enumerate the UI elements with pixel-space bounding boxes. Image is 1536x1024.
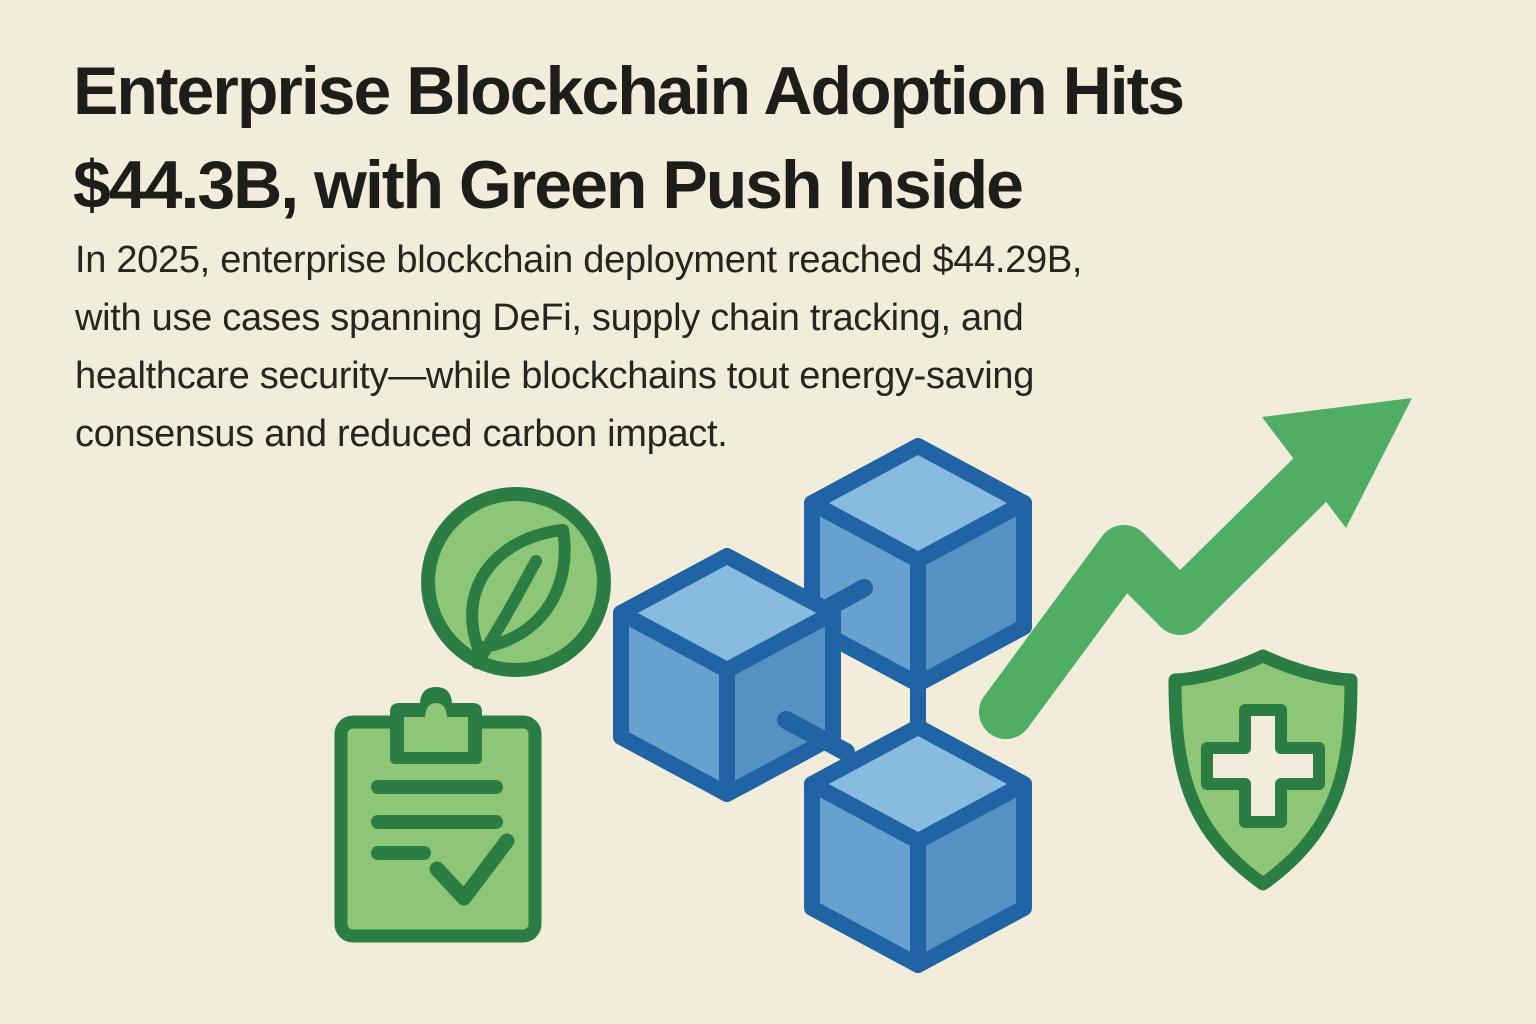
cube-top-right [804,438,1032,692]
cube-bottom [804,719,1032,973]
summary-line-3: healthcare security—while blockchains to… [75,355,1035,397]
blockchain-cubes-icon [613,438,1032,973]
summary-paragraph: In 2025, enterprise blockchain deploymen… [75,231,1082,463]
page-title-line-2: $44.3B, with Green Push Inside [73,147,1024,223]
checklist-clipboard-icon [334,687,542,943]
page-title: Enterprise Blockchain Adoption Hits $44.… [73,44,1185,232]
leaf-circle-icon [421,487,611,677]
health-shield-icon [1168,649,1358,891]
summary-line-1: In 2025, enterprise blockchain deploymen… [75,239,1083,281]
checkmark [429,833,515,906]
cube-left [613,548,841,802]
summary-line-4: consensus and reduced carbon impact. [75,413,728,455]
page-title-line-1: Enterprise Blockchain Adoption Hits [73,53,1185,129]
medical-cross [1201,704,1325,828]
summary-line-2: with use cases spanning DeFi, supply cha… [75,297,1024,339]
growth-arrow-icon [979,398,1412,739]
chain-link-2 [777,711,855,761]
